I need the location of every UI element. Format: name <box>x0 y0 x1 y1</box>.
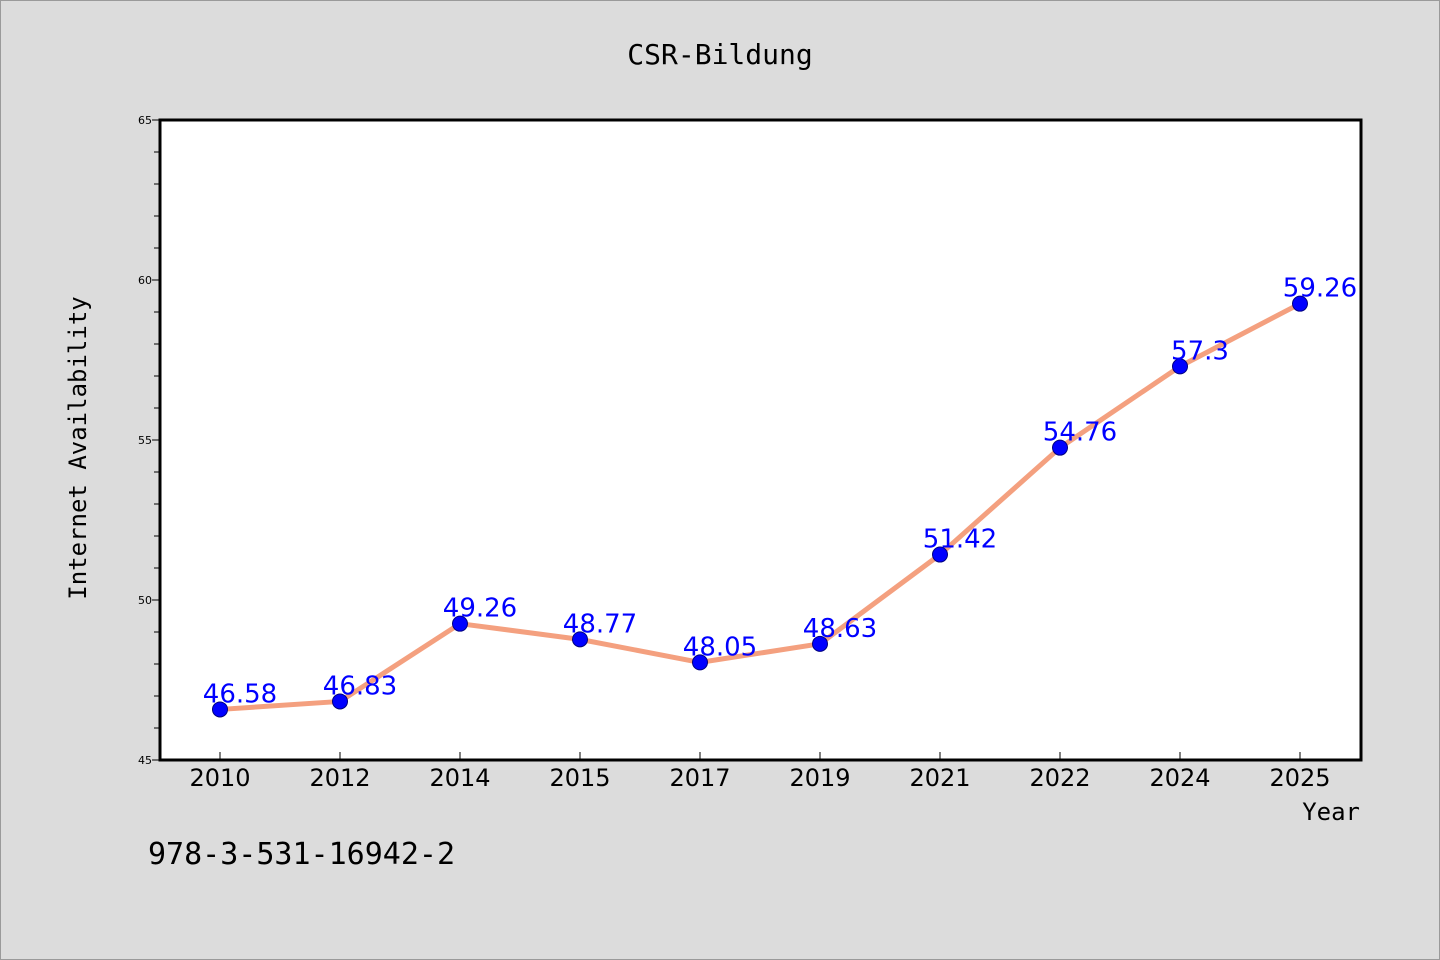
data-point-marker <box>1172 358 1188 375</box>
y-tick-label: 45 <box>138 754 152 767</box>
data-point-marker <box>932 546 948 563</box>
markers-group <box>212 295 1308 718</box>
data-label: 46.83 <box>323 671 397 701</box>
data-point-marker <box>332 693 348 710</box>
data-labels-group: 46.58 46.83 49.26 48.77 48.05 48.63 51.42 54.76… <box>203 274 1357 710</box>
data-label: 51.42 <box>923 525 997 555</box>
data-label: 59.26 <box>1283 274 1357 304</box>
x-axis: 2010 2012 2014 2015 2017 2019 2021 2022 2024 2025 <box>189 752 1331 792</box>
series-line-group <box>217 301 1303 712</box>
chart-title: CSR-Bildung <box>627 38 812 71</box>
data-point-marker <box>812 635 828 652</box>
x-tick-label: 2017 <box>669 764 730 792</box>
data-point-marker <box>692 654 708 671</box>
x-tick-label: 2014 <box>429 764 490 792</box>
y-tick-label: 50 <box>138 594 152 607</box>
y-axis: 45 50 55 60 65 <box>138 114 160 767</box>
data-label: 57.3 <box>1171 336 1229 366</box>
y-axis-label: Internet Availability <box>64 296 92 599</box>
data-label: 48.05 <box>683 632 757 662</box>
x-tick-label: 2012 <box>309 764 370 792</box>
data-point-marker <box>1292 295 1308 312</box>
y-tick-label: 55 <box>138 434 152 447</box>
series-line <box>217 301 1303 712</box>
data-point-marker <box>452 615 468 632</box>
data-label: 48.63 <box>803 614 877 644</box>
x-tick-label: 2019 <box>789 764 850 792</box>
data-label: 46.58 <box>203 679 277 709</box>
plot-area <box>158 118 1363 762</box>
data-label: 48.77 <box>563 609 637 639</box>
x-tick-label: 2025 <box>1269 764 1330 792</box>
data-point-marker <box>1052 439 1068 456</box>
x-tick-label: 2021 <box>909 764 970 792</box>
data-label: 49.26 <box>443 594 517 624</box>
x-tick-label: 2010 <box>189 764 250 792</box>
isbn-footer: 978-3-531-16942-2 <box>148 837 455 872</box>
data-point-marker <box>212 701 228 718</box>
x-tick-label: 2022 <box>1029 764 1090 792</box>
y-tick-label: 65 <box>138 114 152 127</box>
x-axis-label: Year <box>1302 798 1360 826</box>
data-label: 54.76 <box>1043 418 1117 448</box>
x-tick-label: 2024 <box>1149 764 1210 792</box>
data-point-marker <box>572 631 588 648</box>
y-tick-label: 60 <box>138 274 152 287</box>
x-tick-label: 2015 <box>549 764 610 792</box>
